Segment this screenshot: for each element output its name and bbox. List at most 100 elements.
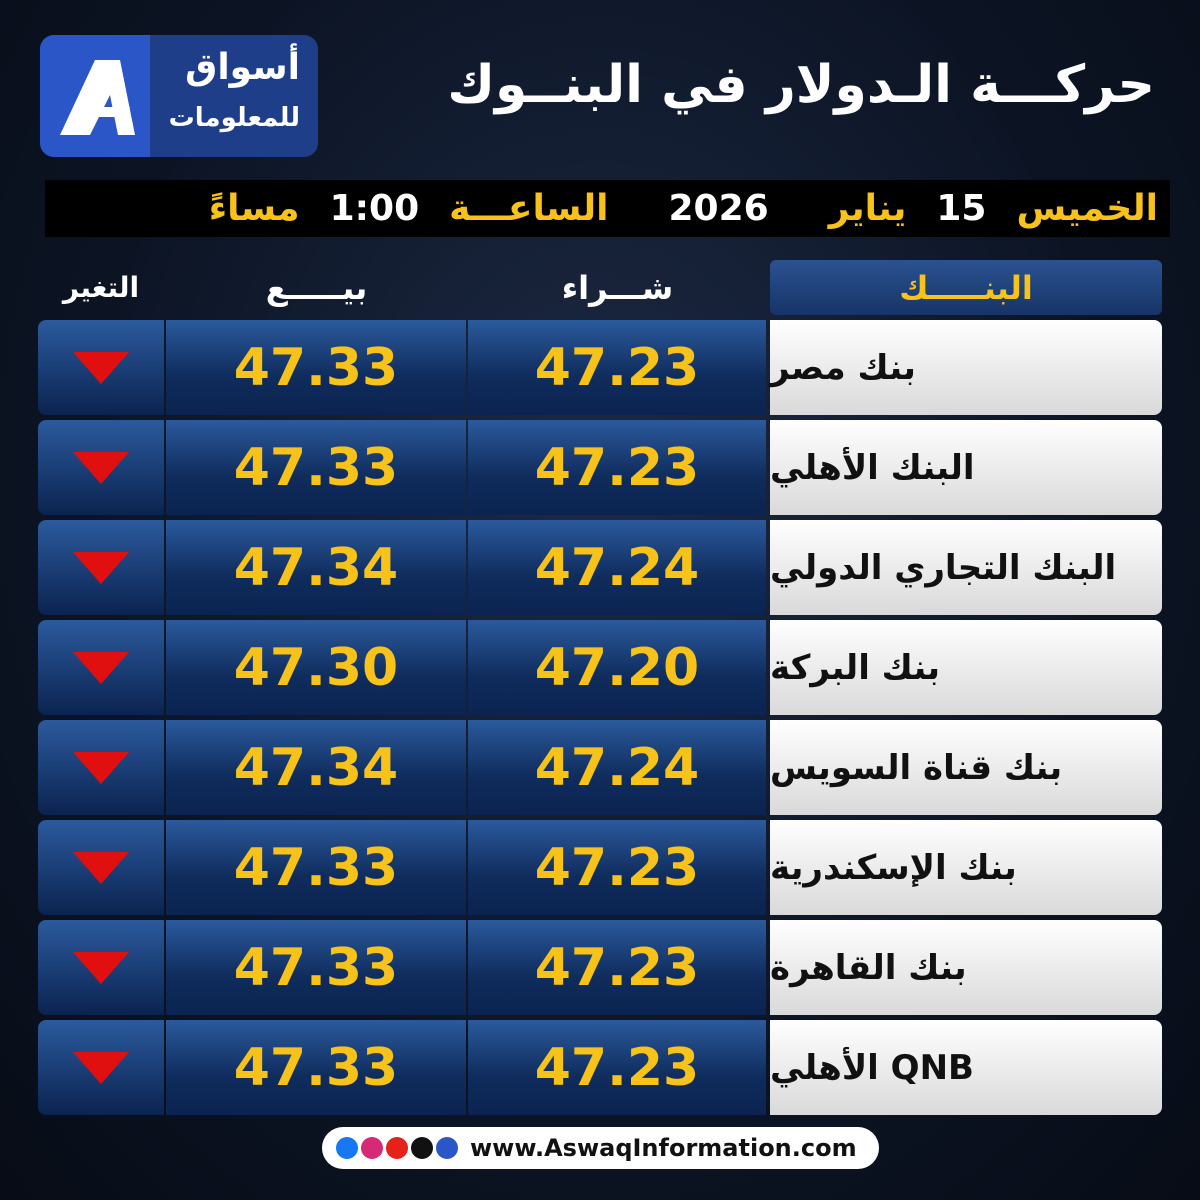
sell-rate-text: 47.33 xyxy=(233,1037,399,1098)
arrow-shape xyxy=(73,751,129,784)
column-header: شـــراء xyxy=(561,268,674,307)
buy-rate: 47.23 xyxy=(468,1020,766,1115)
sell-rate-text: 47.34 xyxy=(233,737,399,798)
down-arrow xyxy=(73,551,129,584)
logo-name: أسواق xyxy=(185,47,300,88)
arrow-shape xyxy=(73,951,129,984)
buy-rate: 47.23 xyxy=(468,320,766,415)
period: مساءً xyxy=(208,188,300,229)
sell-rate-text: 47.34 xyxy=(233,537,399,598)
bank-name: البنك الأهلي xyxy=(770,420,1162,515)
bank-name-text: بنك البركة xyxy=(770,647,940,688)
buy-rate: 47.23 xyxy=(468,420,766,515)
sell-rate: 47.34 xyxy=(166,720,466,815)
column-header: البنـــــك xyxy=(770,260,1162,315)
bank-name: بنك مصر xyxy=(770,320,1162,415)
buy-rate-text: 47.24 xyxy=(534,537,700,598)
buy-rate-text: 47.23 xyxy=(534,937,700,998)
bank-name-text: بنك الإسكندرية xyxy=(770,847,1017,888)
buy-rate: 47.23 xyxy=(468,920,766,1015)
sell-rate: 47.30 xyxy=(166,620,466,715)
down-arrow xyxy=(73,351,129,384)
down-arrow xyxy=(73,751,129,784)
icon-youtube xyxy=(386,1137,408,1159)
sell-rate: 47.33 xyxy=(166,320,466,415)
bank-name-text: بنك القاهرة xyxy=(770,947,967,988)
social-icons xyxy=(336,1137,458,1159)
column-header: بيـــــع xyxy=(265,268,368,307)
logo-subtitle: للمعلومات xyxy=(168,103,300,133)
sell-rate-text: 47.33 xyxy=(233,437,399,498)
change xyxy=(38,520,164,615)
buy-rate-text: 47.23 xyxy=(534,1037,700,1098)
buy-rate: 47.23 xyxy=(468,820,766,915)
buy-rate: 47.24 xyxy=(468,520,766,615)
change xyxy=(38,920,164,1015)
buy-rate: 47.24 xyxy=(468,720,766,815)
bank-name: بنك القاهرة xyxy=(770,920,1162,1015)
time: 1:00 xyxy=(329,188,420,229)
down-arrow xyxy=(73,851,129,884)
logo: أسواق للمعلومات xyxy=(40,35,318,157)
icon-x xyxy=(411,1137,433,1159)
buy-rate-text: 47.20 xyxy=(534,637,700,698)
bank-name: بنك الإسكندرية xyxy=(770,820,1162,915)
change xyxy=(38,720,164,815)
sell-rate: 47.33 xyxy=(166,920,466,1015)
change xyxy=(38,620,164,715)
footer: www.AswaqInformation.com xyxy=(322,1127,879,1169)
sell-rate: 47.33 xyxy=(166,1020,466,1115)
sell-rate-text: 47.33 xyxy=(233,337,399,398)
down-arrow xyxy=(73,451,129,484)
sell-rate: 47.34 xyxy=(166,520,466,615)
icon-web xyxy=(436,1137,458,1159)
arrow-shape xyxy=(73,851,129,884)
bank-name-text: بنك مصر xyxy=(770,347,916,388)
month: يناير xyxy=(828,188,907,229)
date: 15 xyxy=(936,188,987,229)
arrow-shape xyxy=(73,1051,129,1084)
year: 2026 xyxy=(668,188,769,229)
bank-name: البنك التجاري الدولي xyxy=(770,520,1162,615)
logo-icon xyxy=(60,60,135,135)
buy-rate-text: 47.23 xyxy=(534,437,700,498)
down-arrow xyxy=(73,651,129,684)
sell-rate-text: 47.33 xyxy=(233,937,399,998)
bank-name-text: QNB الأهلي xyxy=(770,1047,974,1088)
bank-name-text: البنك الأهلي xyxy=(770,447,975,488)
change xyxy=(38,820,164,915)
website-url: www.AswaqInformation.com xyxy=(470,1134,857,1162)
time-label: الساعـــة xyxy=(449,188,609,229)
bank-name: QNB الأهلي xyxy=(770,1020,1162,1115)
down-arrow xyxy=(73,951,129,984)
bank-name-text: البنك التجاري الدولي xyxy=(770,547,1117,588)
sell-rate-text: 47.33 xyxy=(233,837,399,898)
change xyxy=(38,420,164,515)
down-arrow xyxy=(73,1051,129,1084)
buy-rate-text: 47.23 xyxy=(534,337,700,398)
buy-rate: 47.20 xyxy=(468,620,766,715)
bank-name: بنك قناة السويس xyxy=(770,720,1162,815)
sell-rate: 47.33 xyxy=(166,420,466,515)
icon-facebook xyxy=(336,1137,358,1159)
date-bar: الخميس 15 يناير 2026 الساعـــة 1:00 مساء… xyxy=(45,180,1170,237)
arrow-shape xyxy=(73,451,129,484)
sell-rate-text: 47.30 xyxy=(233,637,399,698)
change xyxy=(38,1020,164,1115)
logo-mark xyxy=(40,35,150,157)
arrow-shape xyxy=(73,351,129,384)
change xyxy=(38,320,164,415)
arrow-shape xyxy=(73,651,129,684)
bank-name: بنك البركة xyxy=(770,620,1162,715)
buy-rate-text: 47.24 xyxy=(534,737,700,798)
bank-name-text: بنك قناة السويس xyxy=(770,747,1063,788)
title: حركـــة الـدولار في البنــوك xyxy=(447,55,1155,115)
day: الخميس xyxy=(1016,188,1158,229)
column-header: التغير xyxy=(62,271,140,304)
logo-glyph xyxy=(60,60,135,135)
icon-instagram xyxy=(361,1137,383,1159)
arrow-shape xyxy=(73,551,129,584)
sell-rate: 47.33 xyxy=(166,820,466,915)
buy-rate-text: 47.23 xyxy=(534,837,700,898)
